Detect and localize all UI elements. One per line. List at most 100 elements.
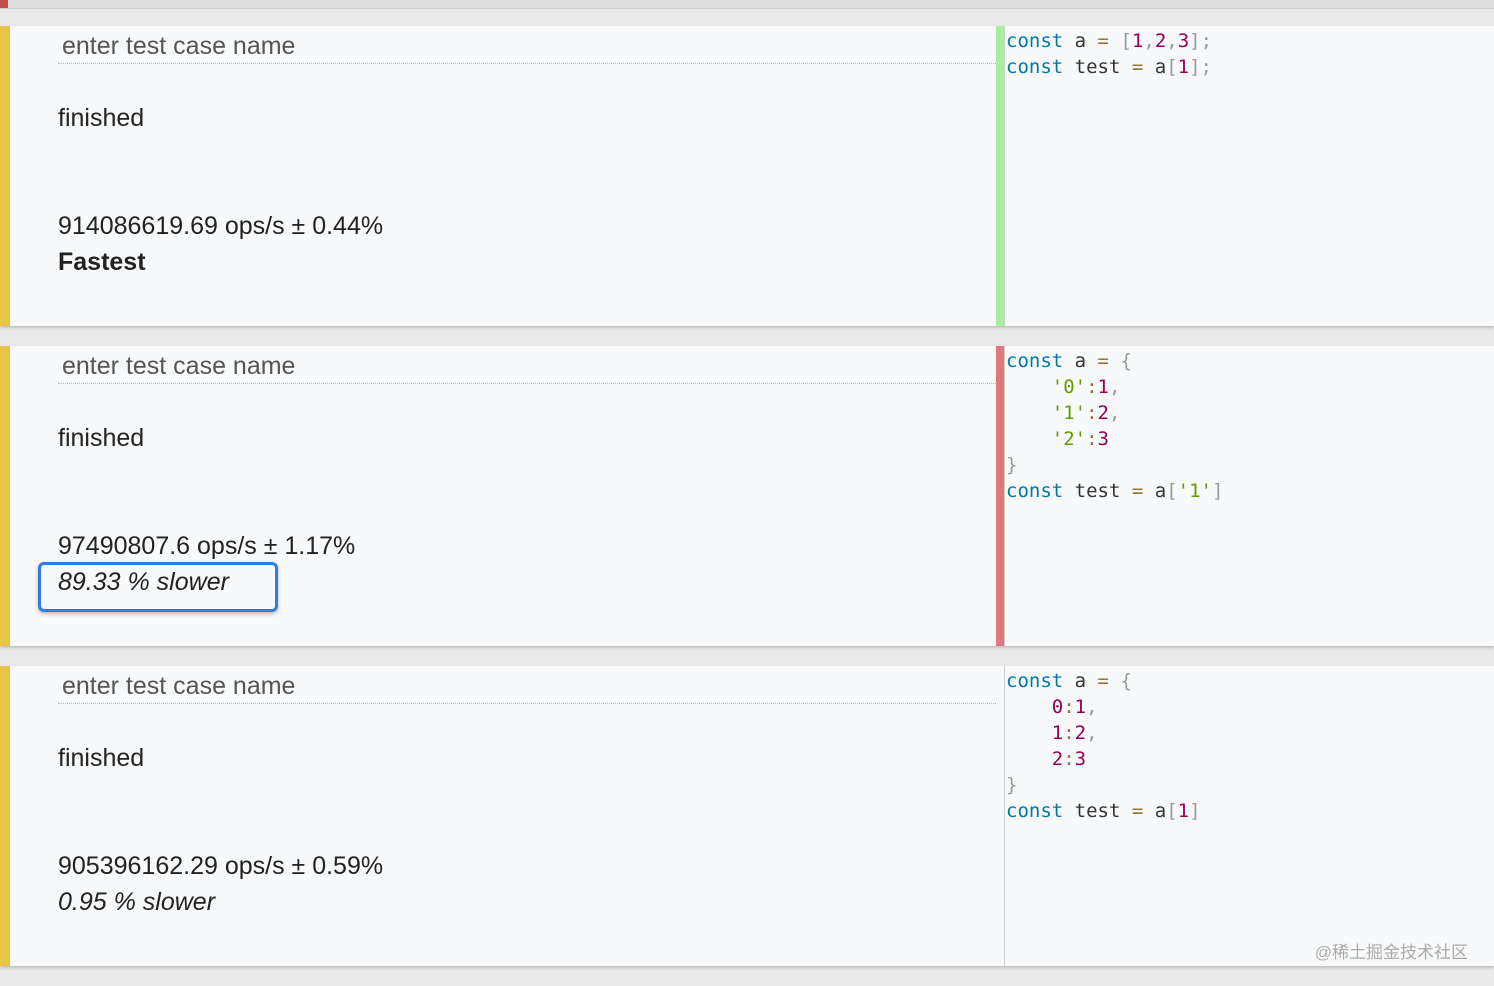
code-token: 1 [1074, 696, 1087, 718]
code-token: 3 [1074, 748, 1087, 770]
code-token: : [1063, 748, 1075, 770]
code-token [1109, 30, 1120, 52]
marker [0, 0, 8, 8]
code-token [1109, 670, 1120, 692]
code-token: const [1006, 800, 1064, 822]
code-token: , [1166, 30, 1178, 52]
code-editor[interactable]: const a = { '0':1, '1':2, '2':3 } const … [1006, 348, 1223, 504]
code-token: ]; [1189, 56, 1212, 78]
code-token: : [1086, 428, 1098, 450]
code-token: = [1131, 56, 1144, 78]
result-indicator-bar [996, 346, 1004, 646]
code-token: , [1143, 30, 1155, 52]
case-accent-bar [0, 26, 10, 326]
code-token: const [1006, 30, 1064, 52]
code-token: : [1063, 696, 1075, 718]
code-token: a [1143, 800, 1167, 822]
divider [1004, 26, 1005, 326]
ops-result: 97490807.6 ops/s ± 1.17% [58, 532, 356, 560]
code-token: , [1109, 376, 1121, 398]
code-token: a [1143, 480, 1167, 502]
code-token: 1 [1051, 722, 1064, 744]
code-token: a [1143, 56, 1167, 78]
code-token: ] [1189, 800, 1201, 822]
status-text: finished [58, 424, 145, 452]
code-token: 0 [1051, 696, 1064, 718]
code-token: '1' [1051, 402, 1087, 424]
code-token: 2 [1154, 30, 1167, 52]
code-token: ]; [1189, 30, 1213, 52]
code-token: [ [1120, 30, 1132, 52]
relative-result: 0.95 % slower [58, 888, 216, 916]
code-token: const [1006, 480, 1064, 502]
code-token: const [1006, 670, 1064, 692]
code-token: 2 [1051, 748, 1064, 770]
code-token [1006, 722, 1052, 744]
code-token: { [1120, 670, 1132, 692]
code-token: [ [1166, 56, 1178, 78]
result-indicator-bar [996, 26, 1004, 326]
code-token: = [1097, 670, 1109, 692]
test-case: enter test case name finished 97490807.6… [0, 346, 1494, 646]
code-token: a [1074, 30, 1098, 52]
code-token: } [1006, 454, 1018, 476]
code-token: [ [1166, 480, 1178, 502]
code-token: const [1006, 56, 1064, 78]
code-editor[interactable]: const a = { 0:1, 1:2, 2:3 } const test =… [1006, 668, 1201, 824]
code-token: a [1074, 350, 1098, 372]
code-token: test [1074, 480, 1132, 502]
test-case-name-input[interactable]: enter test case name [58, 348, 996, 384]
status-text: finished [58, 104, 145, 132]
code-token: '0' [1051, 376, 1087, 398]
code-token: 1 [1097, 376, 1109, 398]
code-token: [ [1166, 800, 1178, 822]
status-text: finished [58, 744, 145, 772]
divider [1004, 666, 1005, 966]
code-token: : [1086, 402, 1098, 424]
ops-result: 905396162.29 ops/s ± 0.59% [58, 852, 384, 880]
code-token [1006, 428, 1052, 450]
code-token: = [1097, 30, 1109, 52]
code-token: 2 [1097, 402, 1109, 424]
divider [1004, 346, 1005, 646]
code-token: , [1086, 722, 1098, 744]
test-case-name-input[interactable]: enter test case name [58, 668, 996, 704]
code-token [1109, 350, 1120, 372]
watermark: @稀土掘金技术社区 [1314, 943, 1468, 962]
relative-result: 89.33 % slower [58, 568, 229, 596]
code-token: : [1063, 722, 1075, 744]
code-token: const [1006, 350, 1064, 372]
code-token: , [1086, 696, 1098, 718]
test-case: enter test case name finished 914086619.… [0, 26, 1494, 326]
code-token: = [1097, 350, 1109, 372]
code-token: 1 [1131, 30, 1144, 52]
code-token: } [1006, 774, 1018, 796]
code-token: 3 [1177, 30, 1190, 52]
top-divider [0, 0, 1494, 9]
relative-result: Fastest [58, 248, 146, 276]
code-token: '1' [1177, 480, 1212, 502]
code-token: test [1074, 56, 1132, 78]
code-token: '2' [1051, 428, 1087, 450]
code-token [1006, 696, 1052, 718]
code-editor[interactable]: const a = [1,2,3]; const test = a[1]; [1006, 28, 1212, 80]
test-case: enter test case name finished 905396162.… [0, 666, 1494, 966]
code-token [1006, 402, 1052, 424]
code-token: 3 [1097, 428, 1109, 450]
bottom-divider [0, 972, 1494, 986]
code-token: = [1131, 800, 1144, 822]
code-token: = [1131, 480, 1144, 502]
case-accent-bar [0, 666, 10, 966]
code-token: { [1120, 350, 1132, 372]
code-token [1006, 748, 1052, 770]
case-accent-bar [0, 346, 10, 646]
code-token: , [1109, 402, 1121, 424]
test-case-name-input[interactable]: enter test case name [58, 28, 996, 64]
code-token: test [1074, 800, 1132, 822]
code-token: 2 [1074, 722, 1087, 744]
code-token: : [1086, 376, 1098, 398]
code-token [1006, 376, 1052, 398]
code-token: 1 [1177, 800, 1190, 822]
code-token: a [1074, 670, 1098, 692]
result-indicator-bar [996, 666, 1004, 966]
